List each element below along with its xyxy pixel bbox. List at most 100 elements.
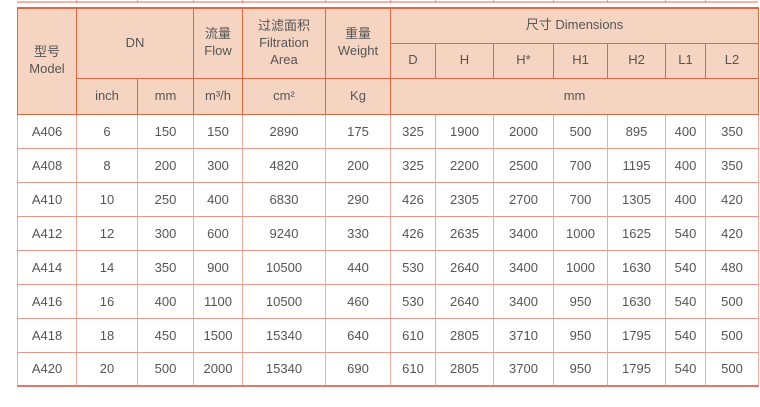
- model-cell: A418: [17, 317, 77, 353]
- table-cell: 10500: [242, 249, 326, 285]
- unit-mm: mm: [137, 77, 194, 115]
- table-cell: 900: [193, 249, 243, 285]
- table-cell: 540: [665, 317, 706, 353]
- table-cell: 1625: [607, 215, 666, 251]
- table-cell: 4820: [242, 147, 326, 183]
- table-cell: 175: [325, 113, 391, 149]
- table-cell: 2200: [435, 147, 494, 183]
- table-cell: 690: [325, 351, 391, 387]
- unit-inch: inch: [76, 77, 138, 115]
- table-cell: 325: [390, 147, 436, 183]
- table-cell: 1900: [435, 113, 494, 149]
- table-cell: 16: [76, 283, 138, 319]
- table-cell: 1500: [193, 317, 243, 353]
- table-cell: 300: [193, 147, 243, 183]
- table-cell: 330: [325, 215, 391, 251]
- model-cell: A420: [17, 351, 77, 387]
- table-cell: 12: [76, 215, 138, 251]
- table-cell: 1000: [553, 249, 608, 285]
- header-filtration-zh: 过滤面积: [257, 17, 310, 33]
- table-cell: 610: [390, 317, 436, 353]
- table-row: A416 16 400 1100 10500 460 530 2640 3400…: [17, 283, 760, 319]
- header-row-top: 型号 Model DN 流量 Flow 过滤面积 Filtration Area…: [17, 7, 760, 115]
- table-row: A414 14 350 900 10500 440 530 2640 3400 …: [17, 249, 760, 285]
- header-dim-h1: H1: [553, 42, 608, 79]
- table-cell: 10: [76, 181, 138, 217]
- table-cell: 150: [193, 113, 243, 149]
- unit-weight: Kg: [325, 77, 391, 115]
- model-cell: A406: [17, 113, 77, 149]
- table-cell: 400: [665, 113, 706, 149]
- header-flow-zh: 流量: [204, 26, 231, 42]
- table-cell: 480: [704, 249, 760, 285]
- table-cell: 950: [553, 317, 608, 353]
- unit-dims-mm: mm: [389, 77, 760, 115]
- header-model: 型号 Model: [17, 7, 77, 115]
- table-cell: 2700: [493, 181, 554, 217]
- model-cell: A416: [17, 283, 77, 319]
- unit-area: cm²: [242, 77, 326, 115]
- table-cell: 1795: [607, 351, 666, 387]
- header-weight: 重量 Weight: [325, 7, 391, 79]
- header-dn: DN: [76, 7, 194, 79]
- table-cell: 400: [193, 181, 243, 217]
- table-cell: 8: [76, 147, 138, 183]
- table-cell: 540: [665, 249, 706, 285]
- table-cell: 426: [390, 181, 436, 217]
- header-model-zh: 型号: [33, 44, 60, 60]
- table-cell: 2805: [435, 351, 494, 387]
- table-cell: 2805: [435, 317, 494, 353]
- table-cell: 500: [704, 317, 760, 353]
- table-cell: 610: [390, 351, 436, 387]
- header-dim-d: D: [390, 42, 436, 79]
- table-cell: 325: [390, 113, 436, 149]
- table-cell: 1000: [553, 215, 608, 251]
- table-cell: 700: [553, 147, 608, 183]
- header-flow-en: Flow: [204, 43, 232, 59]
- table-cell: 950: [553, 351, 608, 387]
- cropped-row-above: [17, 0, 758, 3]
- table-row: A412 12 300 600 9240 330 426 2635 3400 1…: [17, 215, 760, 251]
- table-cell: 2000: [493, 113, 554, 149]
- table-cell: 300: [137, 215, 194, 251]
- model-cell: A414: [17, 249, 77, 285]
- table-cell: 350: [704, 147, 760, 183]
- table-cell: 700: [553, 181, 608, 217]
- table-cell: 2500: [493, 147, 554, 183]
- table-cell: 400: [137, 283, 194, 319]
- table-cell: 9240: [242, 215, 326, 251]
- table-cell: 500: [704, 351, 760, 387]
- header-model-en: Model: [29, 61, 65, 77]
- table-row: A410 10 250 400 6830 290 426 2305 2700 7…: [17, 181, 760, 217]
- table-cell: 2000: [193, 351, 243, 387]
- table-cell: 3400: [493, 249, 554, 285]
- model-cell: A412: [17, 215, 77, 251]
- header-dimensions: 尺寸 Dimensions: [389, 7, 760, 44]
- table-cell: 6830: [242, 181, 326, 217]
- table-header: 型号 Model DN 流量 Flow 过滤面积 Filtration Area…: [17, 7, 760, 115]
- table-cell: 420: [704, 215, 760, 251]
- header-weight-zh: 重量: [344, 26, 371, 42]
- table-row: A408 8 200 300 4820 200 325 2200 2500 70…: [17, 147, 760, 183]
- header-dim-l1: L1: [665, 42, 706, 79]
- table-cell: 1100: [193, 283, 243, 319]
- table-cell: 2635: [435, 215, 494, 251]
- table-cell: 2890: [242, 113, 326, 149]
- table-cell: 150: [137, 113, 194, 149]
- table-cell: 2640: [435, 249, 494, 285]
- table-cell: 14: [76, 249, 138, 285]
- header-weight-en: Weight: [337, 43, 379, 59]
- header-flow: 流量 Flow: [193, 7, 243, 79]
- unit-flow: m³/h: [193, 77, 243, 115]
- table-cell: 950: [553, 283, 608, 319]
- table-cell: 3400: [493, 283, 554, 319]
- table-cell: 3400: [493, 215, 554, 251]
- table-cell: 1630: [607, 249, 666, 285]
- table-cell: 350: [137, 249, 194, 285]
- table-cell: 540: [665, 283, 706, 319]
- header-dim-l2: L2: [704, 42, 760, 79]
- table-cell: 530: [390, 249, 436, 285]
- model-cell: A408: [17, 147, 77, 183]
- table-cell: 2305: [435, 181, 494, 217]
- table-row: A418 18 450 1500 15340 640 610 2805 3710…: [17, 317, 760, 353]
